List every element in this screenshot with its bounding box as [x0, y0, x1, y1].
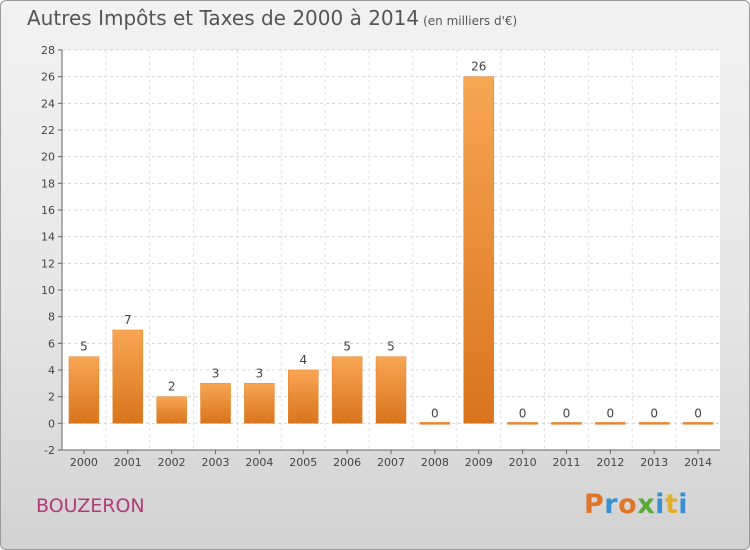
data-label-2012: 0: [607, 406, 615, 420]
data-label-2003: 3: [212, 366, 220, 380]
x-tick-label: 2004: [245, 456, 273, 469]
y-tick-label: 0: [48, 417, 55, 430]
data-label-2006: 5: [343, 340, 351, 354]
x-tick-label: 2003: [202, 456, 230, 469]
bar-2010: [507, 422, 538, 425]
data-label-2002: 2: [168, 380, 176, 394]
bar-2007: [375, 356, 407, 424]
data-label-2011: 0: [563, 406, 571, 420]
x-tick-label: 2001: [114, 456, 142, 469]
proxiti-logo: Proxiti: [584, 489, 688, 520]
x-tick-label: 2008: [421, 456, 449, 469]
data-label-2005: 4: [299, 353, 307, 367]
y-tick-label: 6: [48, 337, 55, 350]
x-tick-label: 2005: [289, 456, 317, 469]
bar-2003: [200, 383, 231, 424]
y-tick-label: 10: [41, 284, 55, 297]
y-tick-label: -2: [44, 444, 55, 457]
y-tick-label: 12: [41, 257, 55, 270]
logo-letter: x: [637, 489, 656, 520]
bar-2004: [244, 383, 275, 424]
data-label-2007: 5: [387, 340, 395, 354]
x-tick-label: 2006: [333, 456, 361, 469]
bar-2013: [638, 422, 670, 425]
y-tick-label: 2: [48, 391, 55, 404]
y-tick-label: 4: [48, 364, 55, 377]
bar-2001: [112, 329, 144, 424]
x-tick-label: 2009: [465, 456, 493, 469]
y-tick-label: 22: [41, 124, 55, 137]
y-tick-label: 14: [41, 231, 55, 244]
chart-title-text: Autres Impôts et Taxes de 2000 à 2014: [27, 6, 420, 30]
bar-2012: [595, 422, 626, 425]
logo-letter: r: [604, 489, 619, 520]
data-label-2001: 7: [124, 313, 132, 327]
bars-group: 5 7 2 3 3 4 5 5 0 26 0 0 0 0 0: [68, 60, 714, 425]
y-tick-label: 18: [41, 177, 55, 190]
y-tick-label: 28: [41, 44, 55, 57]
bar-2011: [551, 422, 582, 425]
data-label-2013: 0: [650, 406, 658, 420]
data-label-2004: 3: [256, 366, 264, 380]
y-tick-label: 8: [48, 311, 55, 324]
logo-letter: t: [664, 489, 679, 520]
data-label-2014: 0: [694, 406, 702, 420]
x-tick-label: 2000: [70, 456, 98, 469]
x-tick-label: 2007: [377, 456, 405, 469]
logo-letter: i: [678, 489, 689, 520]
chart-subtitle: (en milliers d'€): [423, 14, 518, 28]
data-label-2010: 0: [519, 406, 527, 420]
logo-letter: P: [584, 489, 605, 520]
bar-2002: [156, 396, 187, 424]
data-label-2008: 0: [431, 406, 439, 420]
x-tick-label: 2013: [640, 456, 668, 469]
x-tick-label: 2014: [684, 456, 712, 469]
y-tick-label: 16: [41, 204, 55, 217]
y-tick-label: 20: [41, 151, 55, 164]
x-tick-label: 2010: [509, 456, 537, 469]
y-tick-label: 24: [41, 97, 55, 110]
bar-2014: [682, 422, 714, 425]
logo-letter: o: [618, 489, 638, 520]
x-tick-label: 2002: [158, 456, 186, 469]
data-label-2000: 5: [80, 340, 88, 354]
x-tick-label: 2011: [552, 456, 580, 469]
logo-letter: i: [655, 489, 665, 520]
bar-2006: [331, 356, 363, 424]
bar-2000: [68, 356, 100, 424]
x-tick-label: 2012: [596, 456, 624, 469]
bar-2009: [463, 76, 494, 424]
data-label-2009: 26: [471, 60, 486, 74]
commune-name: BOUZERON: [36, 495, 145, 517]
y-tick-label: 26: [41, 71, 55, 84]
bar-2008: [419, 422, 451, 425]
chart-title: Autres Impôts et Taxes de 2000 à 2014 (en…: [27, 6, 517, 30]
bar-2005: [288, 369, 319, 424]
